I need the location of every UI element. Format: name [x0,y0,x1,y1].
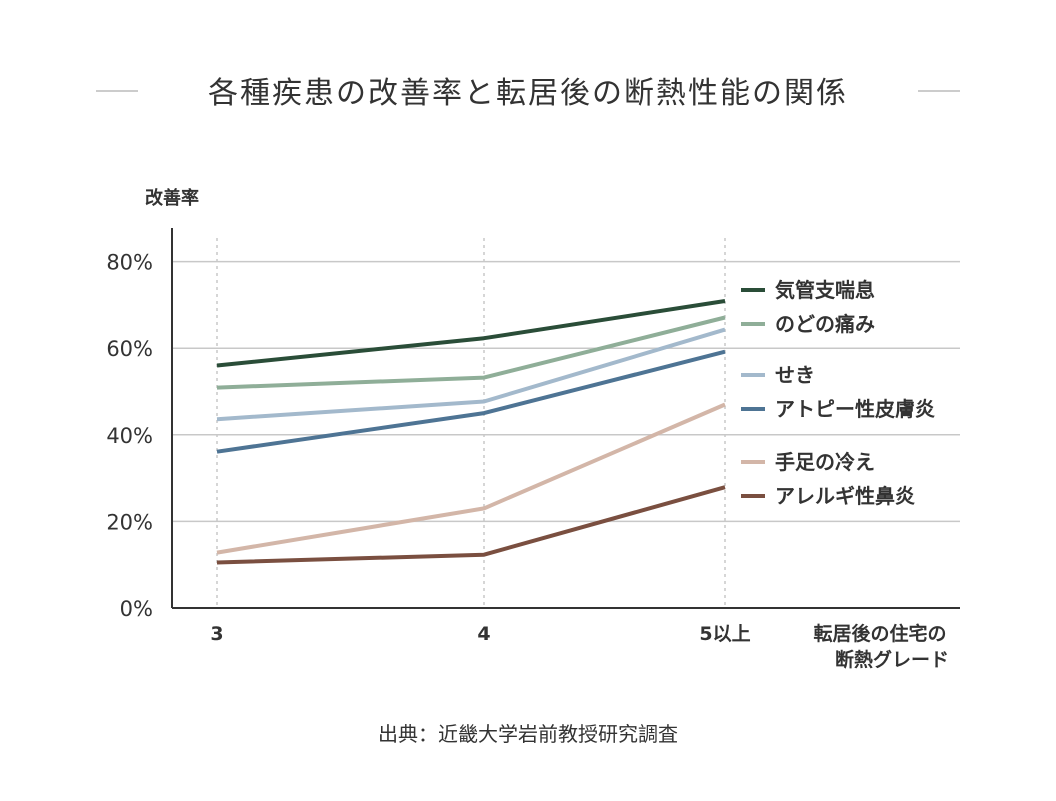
x-tick-label: 4 [477,623,490,645]
x-axis-label-line-2: 断熱グレード [835,648,949,671]
y-axis-label: 改善率 [145,187,199,209]
gridlines [172,260,960,523]
legend-label: のどの痛み [775,312,875,336]
x-tick-label: 5以上 [699,623,750,645]
x-tick-labels: 3 4 5以上 [210,623,750,645]
legend-label: 手足の冷え [775,450,875,474]
y-tick-label: 40% [106,424,153,448]
source-note: 出典：近畿大学岩前教授研究調査 [378,722,678,746]
series-lines [216,299,726,565]
y-tick-label: 60% [106,337,153,361]
x-tick-label: 3 [210,623,223,645]
y-tick-label: 0% [120,597,153,621]
legend-label: 気管支喘息 [775,278,875,302]
vertical-gridlines [216,238,726,608]
legend-label: せき [775,363,815,387]
series-line-5 [216,402,726,555]
series-line-4 [216,349,726,454]
y-tick-label: 20% [106,510,153,534]
y-tick-label: 80% [106,251,153,275]
chart-title: 各種疾患の改善率と転居後の断熱性能の関係 [208,76,848,111]
x-axis-label-line-1: 転居後の住宅の [813,622,946,645]
legend-label: アトピー性皮膚炎 [775,397,935,421]
legend-label: アレルギ性鼻炎 [775,484,915,508]
series-line-1 [216,299,726,368]
y-tick-labels: 0% 20% 40% 60% 80% [106,251,153,621]
series-line-2 [216,315,726,390]
series-line-3 [216,327,726,422]
series-line-6 [216,485,726,565]
